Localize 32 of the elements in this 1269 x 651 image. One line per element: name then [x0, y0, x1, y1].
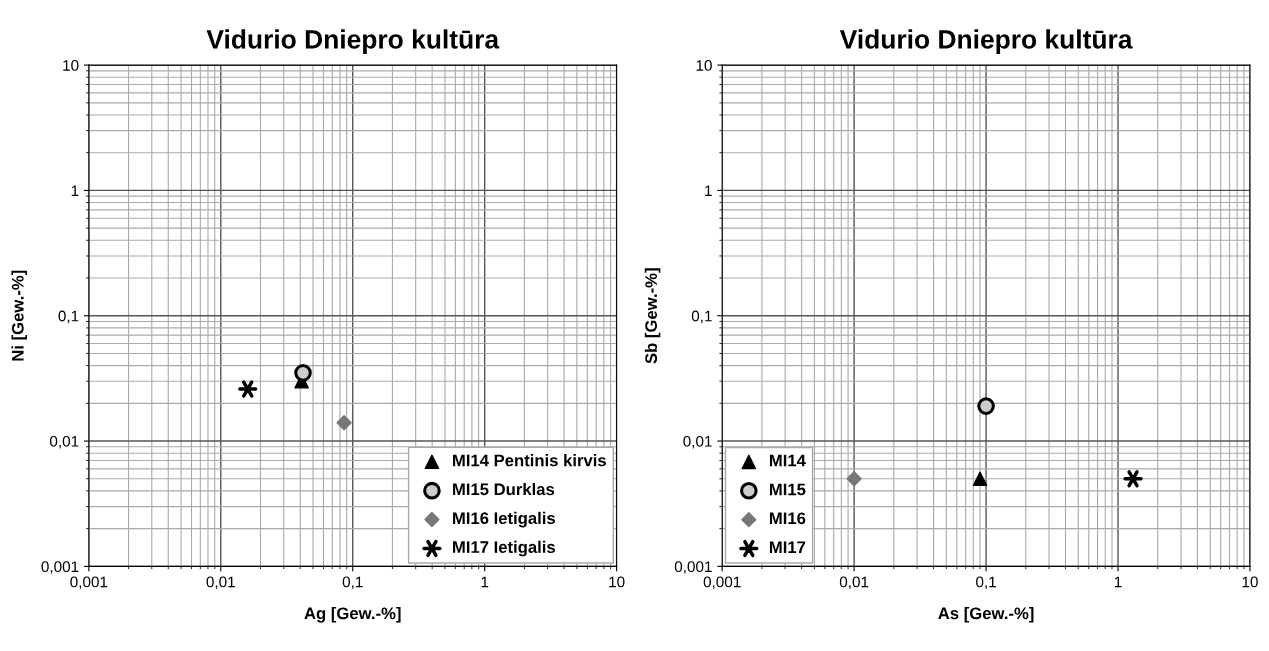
y-tick-label: 1 — [71, 185, 79, 196]
legend-label: MI14 Pentinis kirvis — [453, 454, 606, 467]
y-tick-label: 0,01 — [683, 435, 712, 449]
x-tick-label: 1 — [1114, 576, 1122, 588]
y-axis-title: Sb [Gew.-%] — [644, 268, 661, 364]
x-axis-title: As [Gew.-%] — [938, 607, 1034, 623]
legend-label: MI17 — [769, 541, 806, 553]
chart-title: Vidurio Dniepro kultūra — [839, 29, 1133, 54]
x-tick-label: 0,01 — [839, 576, 869, 590]
y-tick-label: 0,1 — [58, 310, 79, 324]
x-axis-title: Ag [Gew.-%] — [304, 607, 401, 623]
y-tick-label: 0,001 — [41, 561, 79, 574]
x-tick-label: 10 — [609, 576, 625, 588]
legend-label: MI17 Ietigalis — [453, 540, 555, 557]
chart-title: Vidurio Dniepro kultūra — [206, 29, 500, 54]
y-tick-label: 10 — [63, 59, 79, 71]
legend-label: MI15 — [769, 483, 806, 496]
x-tick-label: 0,1 — [976, 576, 996, 590]
y-tick-label: 1 — [705, 185, 712, 196]
x-tick-label: 0,01 — [206, 576, 235, 590]
x-tick-label: 1 — [481, 576, 489, 588]
y-tick-label: 0,01 — [49, 435, 79, 449]
legend-label: MI14 — [769, 454, 806, 467]
y-axis-title: Ni [Gew.-%] — [11, 270, 27, 361]
legend-label: MI15 Durklas — [453, 482, 555, 496]
legend-label: MI16 — [769, 512, 806, 525]
y-tick-label: 0,001 — [674, 561, 712, 574]
x-tick-label: 0,1 — [342, 576, 363, 590]
legend-label: MI16 Ietigalis — [453, 511, 555, 528]
y-tick-label: 10 — [696, 59, 712, 71]
y-tick-label: 0,1 — [691, 310, 712, 324]
x-tick-label: 10 — [1242, 576, 1258, 588]
